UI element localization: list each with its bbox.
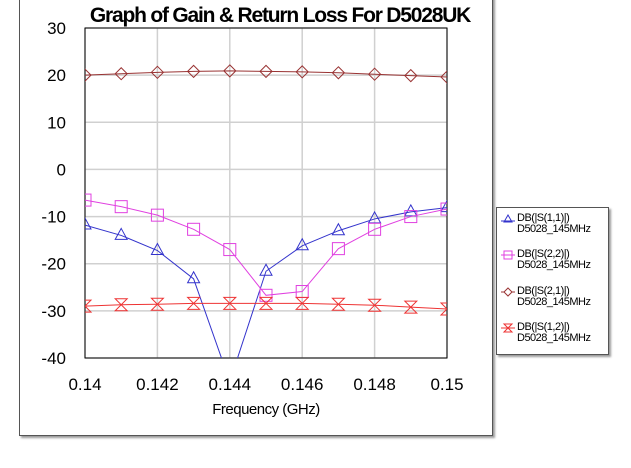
diamond-marker-icon (223, 64, 237, 78)
hourglass-marker-icon (258, 296, 274, 310)
square-marker-icon (223, 243, 237, 257)
x-tick-label: 0.15 (430, 375, 463, 394)
hourglass-marker-icon (85, 299, 93, 313)
diamond-marker-icon (85, 68, 92, 82)
square-marker-icon (259, 288, 273, 302)
diamond-marker-icon (367, 67, 382, 81)
legend-sub: D5028_145MHz (517, 259, 591, 271)
legend-label: DB(|S(1,1)|) (517, 212, 570, 224)
hourglass-marker-icon (222, 296, 238, 310)
series-line (85, 207, 447, 358)
square-marker-icon (85, 193, 92, 207)
square-marker-icon (187, 222, 201, 236)
y-tick-label: -30 (41, 302, 66, 321)
legend-label: DB(|S(2,2)|) (517, 248, 570, 260)
diamond-marker-icon (440, 70, 447, 84)
triangle-marker-icon (150, 242, 165, 256)
hourglass-marker-icon (403, 300, 419, 314)
y-tick-label: -40 (41, 349, 66, 368)
series-line (85, 302, 447, 310)
legend: DB(|S(1,1)|) D5028_145MHz DB(|S(2,2)|) D50… (496, 207, 609, 355)
triangle-marker-icon (440, 199, 447, 213)
square-marker-icon (404, 210, 418, 224)
square-marker-icon (368, 222, 382, 236)
hourglass-marker-icon (150, 297, 165, 311)
y-tick-label: 0 (57, 160, 66, 179)
square-marker-icon (331, 242, 345, 256)
y-tick-label: 10 (47, 113, 66, 132)
diamond-marker-icon (295, 65, 309, 79)
diamond-marker-icon (114, 67, 128, 81)
y-tick-label: -20 (41, 255, 66, 274)
triangle-marker-icon (295, 237, 310, 251)
legend-sub: D5028_145MHz (517, 296, 591, 308)
legend-label: DB(|S(1,2)|) (517, 321, 570, 333)
square-marker-icon (114, 200, 128, 214)
y-tick-label: 20 (47, 66, 66, 85)
hourglass-marker-icon (439, 302, 447, 316)
x-tick-label: 0.146 (281, 375, 324, 394)
chart-title-text: Graph of Gain & Return Loss For D5028UK (89, 4, 471, 27)
x-tick-label: 0.148 (353, 375, 396, 394)
hourglass-marker-icon (294, 296, 310, 310)
diamond-marker-icon (404, 68, 418, 83)
legend-label: DB(|S(2,1)|) (517, 285, 570, 297)
square-marker-icon (501, 250, 515, 260)
diamond-marker-icon (186, 64, 201, 79)
plot-border (84, 27, 448, 359)
diamond-marker-icon (331, 66, 346, 80)
x-tick-label: 0.142 (136, 375, 179, 394)
diamond-marker-icon (150, 65, 165, 80)
hourglass-marker-icon (501, 323, 515, 333)
y-tick-label: -10 (41, 208, 66, 227)
x-tick-label: 0.144 (209, 375, 252, 394)
chart-title: Graph of Gain & Return Loss For D5028UK (0, 4, 560, 28)
hourglass-marker-icon (186, 296, 201, 310)
y-tick-label: 30 (47, 19, 66, 38)
hourglass-marker-icon (113, 298, 129, 312)
series-line (85, 70, 447, 78)
triangle-marker-icon (114, 227, 129, 240)
triangle-marker-icon (85, 217, 92, 230)
square-marker-icon (440, 202, 447, 216)
hourglass-marker-icon (367, 298, 382, 312)
legend-sub: D5028_145MHz (517, 332, 591, 344)
triangle-marker-icon (501, 213, 515, 223)
diamond-marker-icon (259, 64, 273, 79)
triangle-marker-icon (186, 270, 201, 284)
square-marker-icon (150, 208, 164, 222)
x-tick-label: 0.14 (68, 375, 101, 394)
x-axis-label: Frequency (GHz) (212, 401, 320, 418)
series-line (85, 199, 447, 296)
legend-sub: D5028_145MHz (517, 223, 591, 235)
triangle-marker-icon (259, 263, 273, 276)
hourglass-marker-icon (331, 297, 346, 311)
diamond-marker-icon (501, 287, 515, 297)
triangle-marker-icon (331, 222, 346, 236)
